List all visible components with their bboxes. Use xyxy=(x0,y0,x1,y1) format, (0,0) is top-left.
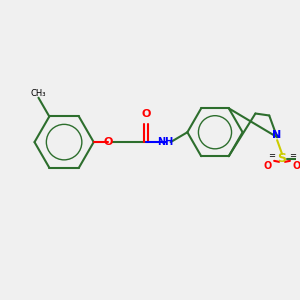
Text: O: O xyxy=(263,161,272,171)
Text: S: S xyxy=(278,152,286,165)
Text: N: N xyxy=(272,130,282,140)
Text: NH: NH xyxy=(158,137,174,147)
Text: O: O xyxy=(104,137,113,147)
Text: O: O xyxy=(293,161,300,171)
Text: CH₃: CH₃ xyxy=(31,89,46,98)
Text: =: = xyxy=(268,152,275,160)
Text: =: = xyxy=(290,152,296,160)
Text: O: O xyxy=(141,110,151,119)
